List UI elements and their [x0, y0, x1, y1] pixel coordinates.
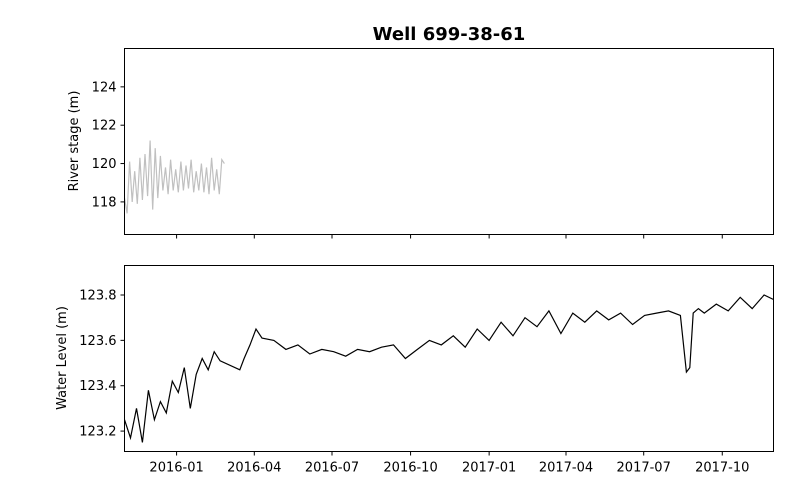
x-tick-label: 2016-07 — [305, 461, 359, 476]
y-tick-label: 123.4 — [79, 379, 116, 394]
x-tick-label: 2017-10 — [695, 461, 749, 476]
x-tick-label: 2017-01 — [462, 461, 516, 476]
water-level-x-ticks: 2016-01 2016-04 2016-07 2016-10 2017-01 2017-… — [149, 451, 749, 476]
water-level-y-ticks: 123.2 123.4 123.6 123.8 — [79, 288, 125, 440]
x-tick-label: 2017-07 — [617, 461, 671, 476]
y-tick-label: 122 — [92, 119, 117, 134]
y-tick-label: 123.6 — [79, 334, 116, 349]
river-stage-series-line — [123, 140, 225, 214]
river-stage-y-label: River stage (m) — [67, 91, 82, 192]
x-tick-label: 2016-01 — [149, 461, 203, 476]
river-stage-x-ticks — [176, 234, 723, 239]
y-tick-label: 124 — [92, 80, 117, 95]
y-tick-label: 123.2 — [79, 425, 116, 440]
chart-title: Well 699-38-61 — [373, 24, 526, 45]
y-tick-label: 123.8 — [79, 288, 116, 303]
river-stage-axes-frame — [124, 48, 774, 235]
water-level-y-label: Water Level (m) — [55, 306, 70, 410]
river-stage-y-ticks: 118 120 122 124 — [92, 80, 125, 210]
x-tick-label: 2017-04 — [539, 461, 593, 476]
water-level-axes-frame — [124, 265, 774, 452]
water-level-series-line — [123, 294, 774, 443]
river-stage-panel: 118 120 122 124 River stage (m) — [67, 48, 774, 239]
x-tick-label: 2016-10 — [383, 461, 437, 476]
x-tick-label: 2016-04 — [227, 461, 281, 476]
y-tick-label: 120 — [92, 157, 117, 172]
y-tick-label: 118 — [92, 195, 117, 210]
